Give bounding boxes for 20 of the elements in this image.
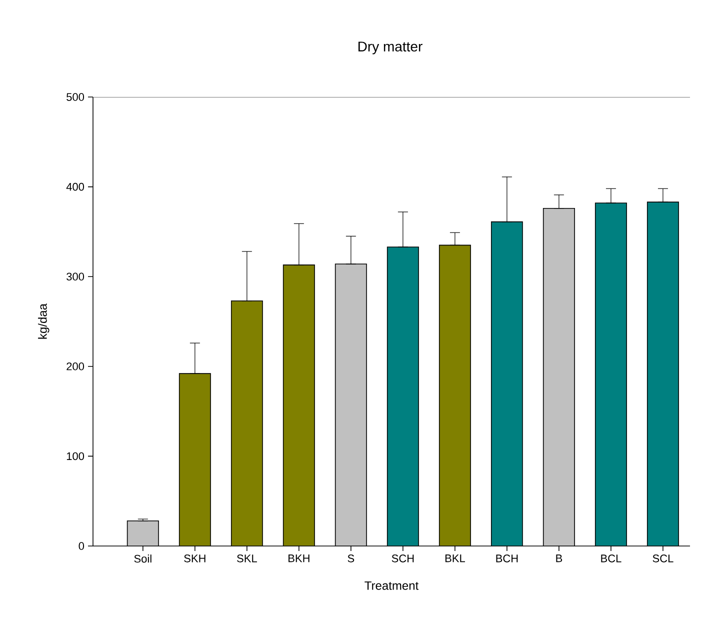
x-tick-label: BCL [601,554,622,562]
y-tick-label: 100 [66,452,84,460]
x-tick-label: SKH [184,554,206,562]
x-tick-label: SCH [392,554,414,562]
y-tick-label: 400 [66,182,84,191]
chart-title: Dry matter [358,42,422,54]
x-tick-label: BKL [445,554,465,562]
x-tick-label: B [556,554,562,562]
x-tick-label: S [348,554,354,562]
x-axis-title: Treatment [364,581,419,590]
y-tick-label: 200 [66,362,84,370]
x-tick-label: BCH [496,554,518,562]
y-axis-title: kg/daa [38,303,50,339]
x-tick-label: SKL [237,554,257,562]
y-tick-label: 500 [66,93,84,101]
y-tick-label: 300 [66,272,84,280]
x-tick-label: BKH [288,554,310,562]
x-tick-label: Soil [134,554,152,563]
y-tick-label: 0 [78,542,84,550]
x-tick-label: SCL [652,554,674,562]
